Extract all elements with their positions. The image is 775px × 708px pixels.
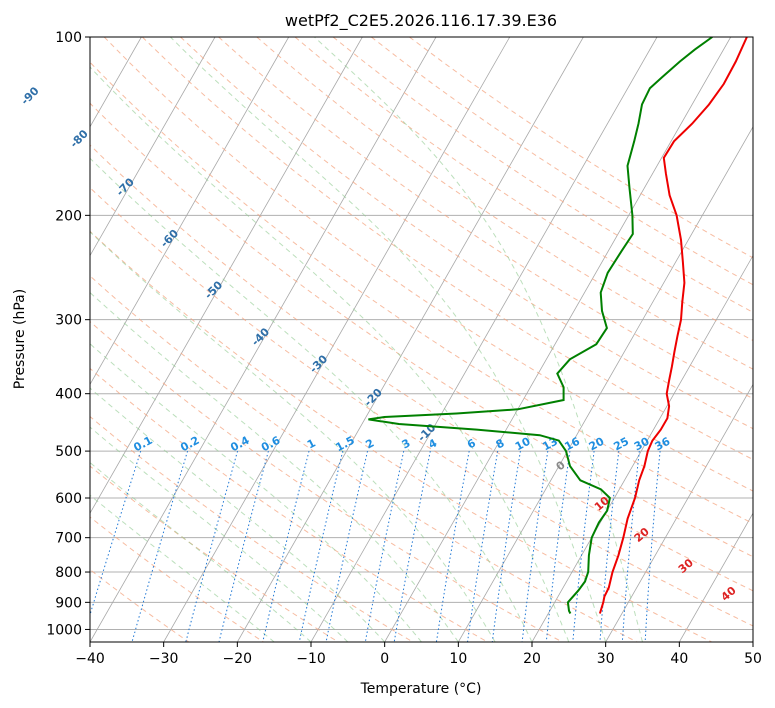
mixing-ratio-line xyxy=(545,451,571,642)
isotherm-line xyxy=(236,37,584,642)
mixing-ratio-line xyxy=(393,451,431,642)
moist-adiabat-line xyxy=(90,343,422,642)
mixing-ratio-line xyxy=(325,450,368,642)
sounding-series xyxy=(368,37,748,614)
moist-adiabat-line xyxy=(90,66,570,642)
y-axis-ticks: 100 200 300 400 500 600 700 800 900 1000 xyxy=(46,30,90,638)
x-tick-label: 10 xyxy=(449,651,467,667)
mixing-ratio-label: 20 xyxy=(587,435,607,454)
y-tick-label: 1000 xyxy=(46,622,82,638)
y-tick-label: 900 xyxy=(55,595,82,611)
chart-title: wetPf2_C2E5.2026.116.17.39.E36 xyxy=(285,11,557,31)
y-tick-label: 100 xyxy=(55,30,82,46)
x-axis-ticks: −40 −30 −20 −10 0 10 20 30 40 50 xyxy=(75,642,762,667)
dry-adiabat-line xyxy=(218,37,753,400)
mixing-ratio-line xyxy=(644,451,661,642)
x-tick-label: −40 xyxy=(75,651,105,667)
temperature-line xyxy=(598,37,748,614)
dry-adiabat-line xyxy=(141,37,753,461)
isotherm-line xyxy=(678,512,753,642)
x-tick-label: −10 xyxy=(296,651,326,667)
mixing-ratio-line xyxy=(572,451,595,642)
moist-adiabat-line xyxy=(90,157,533,642)
mixing-ratio-line xyxy=(218,450,269,642)
y-tick-label: 500 xyxy=(55,444,82,460)
mixing-ratio-line xyxy=(131,450,189,642)
mixing-ratio-line xyxy=(90,450,142,617)
moist-adiabat-line xyxy=(90,461,312,642)
mixing-ratio-line xyxy=(621,451,640,642)
isotherm-line xyxy=(90,37,363,515)
dry-adiabat-line xyxy=(90,187,753,627)
dry-adiabat-line xyxy=(90,61,753,525)
moist-adiabat-line xyxy=(314,37,643,642)
isotherm-line xyxy=(90,37,437,642)
y-tick-label: 200 xyxy=(55,208,82,224)
moist-adiabat-line xyxy=(170,37,607,642)
isotherm-line xyxy=(90,37,216,257)
dewpoint-line xyxy=(368,37,713,614)
y-tick-label: 600 xyxy=(55,491,82,507)
mixing-ratio-label: 10 xyxy=(513,435,533,454)
x-tick-label: 20 xyxy=(523,651,541,667)
x-tick-label: 40 xyxy=(670,651,688,667)
y-axis-label: Pressure (hPa) xyxy=(12,289,28,389)
isotherm-line xyxy=(531,254,753,642)
x-tick-label: −30 xyxy=(149,651,179,667)
mixing-ratio-label: 25 xyxy=(611,435,631,454)
background-lines xyxy=(90,37,753,642)
mixing-ratio-line xyxy=(521,451,549,642)
mixing-ratio-line xyxy=(185,450,239,642)
isotherm-line xyxy=(384,37,732,642)
plot-frame xyxy=(89,36,754,643)
x-tick-label: 30 xyxy=(597,651,615,667)
mixing-ratio-line xyxy=(435,451,470,642)
isotherm-line xyxy=(163,37,511,642)
dry-adiabat-line xyxy=(90,144,753,592)
moist-adiabat-line xyxy=(90,291,459,642)
dry-adiabat-line xyxy=(90,320,563,642)
isotherm-line xyxy=(605,383,753,642)
mixing-ratio-line xyxy=(599,451,620,642)
x-tick-label: −20 xyxy=(223,651,253,667)
dry-adiabat-line xyxy=(90,102,753,558)
moist-adiabat-line xyxy=(90,494,275,642)
mixing-ratio-label: 36 xyxy=(653,435,673,454)
dry-adiabat-line xyxy=(256,37,753,370)
dry-adiabat-line xyxy=(90,275,638,642)
moist-adiabat-line xyxy=(90,231,496,642)
mixing-ratio-line xyxy=(298,450,344,642)
x-tick-label: 0 xyxy=(380,651,389,667)
y-tick-label: 400 xyxy=(55,387,82,403)
mixing-ratio-line xyxy=(262,450,310,642)
mixing-ratio-label: 16 xyxy=(562,435,582,454)
x-tick-label: 50 xyxy=(744,651,762,667)
y-tick-label: 800 xyxy=(55,565,82,581)
dry-adiabat-line xyxy=(180,37,753,430)
y-tick-label: 300 xyxy=(55,313,82,329)
isotherm-line xyxy=(90,37,290,386)
isotherm-line xyxy=(457,126,753,642)
y-tick-label: 700 xyxy=(55,531,82,547)
dry-adiabat-line xyxy=(90,230,712,642)
mixing-ratio-line xyxy=(364,450,405,642)
dry-adiabat-line xyxy=(103,37,753,492)
mixing-ratio-line xyxy=(491,451,521,642)
x-axis-label: Temperature (°C) xyxy=(360,681,482,697)
mixing-ratio-label: 30 xyxy=(632,435,652,454)
dry-adiabat-line xyxy=(90,569,190,642)
